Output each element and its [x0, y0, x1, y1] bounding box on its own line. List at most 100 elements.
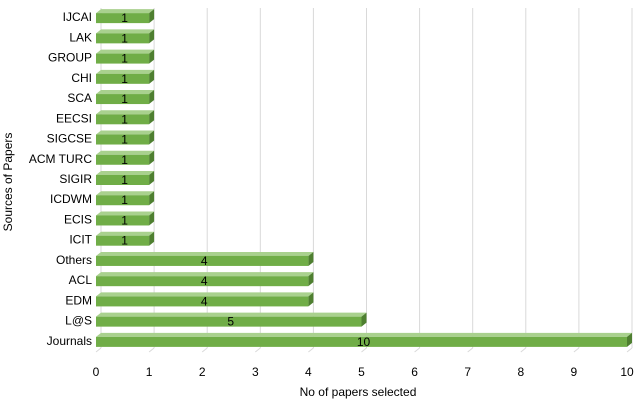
- gridline-floor-7: [467, 347, 474, 353]
- bar-data-label: 1: [121, 92, 128, 106]
- category-label: SIGCSE: [47, 132, 92, 146]
- x-tick-label: 7: [464, 365, 471, 379]
- category-label: EDM: [65, 293, 92, 307]
- bar-top-face: [96, 49, 155, 54]
- bar-chi: 1: [96, 69, 155, 86]
- bar-front-face: [96, 154, 150, 165]
- bar-top-face: [96, 211, 155, 216]
- bar-data-label: 5: [227, 315, 234, 329]
- category-label: Others: [56, 253, 92, 267]
- bar-side-face: [361, 312, 367, 327]
- bar-side-face: [149, 110, 155, 125]
- category-label: IJCAI: [63, 10, 92, 24]
- bar-data-label: 1: [121, 31, 128, 45]
- bar-top-face: [96, 150, 155, 155]
- bar-top-face: [96, 272, 314, 277]
- bar-data-label: 1: [121, 193, 128, 207]
- bar-lak: 1: [96, 29, 155, 45]
- bar-data-label: 1: [121, 173, 128, 187]
- category-label: ACM TURC: [29, 152, 92, 166]
- bar-top-face: [96, 29, 155, 34]
- x-tick-label: 5: [358, 365, 365, 379]
- bar-front-face: [96, 53, 150, 64]
- bar-sigcse: 1: [96, 130, 155, 147]
- gridlines: [95, 8, 633, 353]
- category-label: ICIT: [69, 233, 92, 247]
- bar-side-face: [149, 49, 155, 64]
- gridline-floor-3: [254, 347, 261, 353]
- category-label: CHI: [71, 71, 92, 85]
- bar-top-face: [96, 9, 155, 14]
- bar-side-face: [149, 9, 155, 24]
- bar-top-face: [96, 171, 155, 175]
- bar-top-face: [96, 292, 314, 297]
- bar-side-face: [149, 69, 155, 84]
- bar-sigir: 1: [96, 171, 155, 187]
- x-tick-label: 0: [93, 365, 100, 379]
- gridline-floor-10: [626, 347, 633, 353]
- bar-data-label: 1: [121, 52, 128, 66]
- bar-top-face: [96, 69, 155, 74]
- y-axis-category-labels: IJCAI LAK GROUP CHI SCA EECSI SIGCSE ACM TURC SI…: [29, 10, 93, 348]
- bar-top-face: [96, 130, 155, 135]
- bar-top-face: [96, 110, 155, 115]
- bar-front-face: [96, 316, 362, 327]
- bar-l-s: 5: [96, 312, 367, 329]
- category-label: Journals: [47, 334, 92, 348]
- bar-front-face: [96, 276, 309, 287]
- bar-icit: 1: [96, 231, 155, 248]
- bar-data-label: 1: [121, 11, 128, 25]
- bar-sca: 1: [96, 90, 155, 106]
- category-label: ACL: [69, 273, 93, 287]
- bar-front-face: [96, 296, 309, 307]
- bar-edm: 4: [96, 292, 314, 308]
- category-label: L@S: [65, 314, 92, 328]
- gridline-floor-6: [414, 347, 420, 353]
- bar-side-face: [149, 130, 155, 145]
- bar-side-face: [308, 251, 314, 266]
- x-axis-title: No of papers selected: [300, 385, 417, 399]
- bar-data-label: 1: [121, 112, 128, 126]
- gridline-floor-1: [148, 347, 155, 353]
- bar-top-face: [96, 90, 155, 95]
- x-tick-label: 8: [517, 365, 524, 379]
- bar-top-face: [96, 191, 155, 196]
- gridline-floor-5: [361, 347, 367, 353]
- bar-front-face: [96, 94, 150, 105]
- bar-acl: 4: [96, 272, 314, 288]
- bar-front-face: [96, 114, 150, 125]
- bar-data-label: 1: [121, 213, 128, 227]
- bar-front-face: [96, 175, 150, 185]
- bar-data-label: 1: [121, 153, 128, 167]
- x-tick-label: 4: [305, 365, 312, 379]
- category-label: SCA: [67, 91, 92, 105]
- bar-side-face: [149, 29, 155, 44]
- bar-icdwm: 1: [96, 191, 155, 207]
- bar-side-face: [149, 90, 155, 105]
- bar-side-face: [149, 211, 155, 226]
- bars: 1 1 1 1 1 1 1 1 1 1 1 1 4 4 4 5 10: [96, 9, 632, 349]
- gridline-floor-4: [308, 347, 314, 353]
- category-label: GROUP: [48, 51, 92, 65]
- bar-acm-turc: 1: [96, 150, 155, 167]
- bar-ecis: 1: [96, 211, 155, 227]
- bar-data-label: 1: [121, 133, 128, 147]
- x-axis-ticks: 0 1 2 3 4 5 6 7 8 9 10: [93, 365, 634, 379]
- x-tick-label: 2: [199, 365, 206, 379]
- bar-front-face: [96, 13, 150, 24]
- bar-data-label: 4: [201, 294, 208, 308]
- gridline-floor-2: [201, 347, 208, 353]
- bar-front-face: [96, 73, 150, 84]
- bar-journals: 10: [96, 332, 632, 349]
- bar-side-face: [627, 332, 632, 347]
- x-tick-label: 6: [411, 365, 418, 379]
- bar-top-face: [96, 332, 632, 337]
- bar-front-face: [96, 134, 150, 145]
- bar-front-face: [96, 215, 150, 226]
- y-axis-title: Sources of Papers: [1, 133, 15, 232]
- category-label: SIGIR: [59, 172, 92, 186]
- bar-data-label: 1: [121, 72, 128, 86]
- category-label: LAK: [69, 30, 92, 44]
- bar-side-face: [308, 292, 314, 307]
